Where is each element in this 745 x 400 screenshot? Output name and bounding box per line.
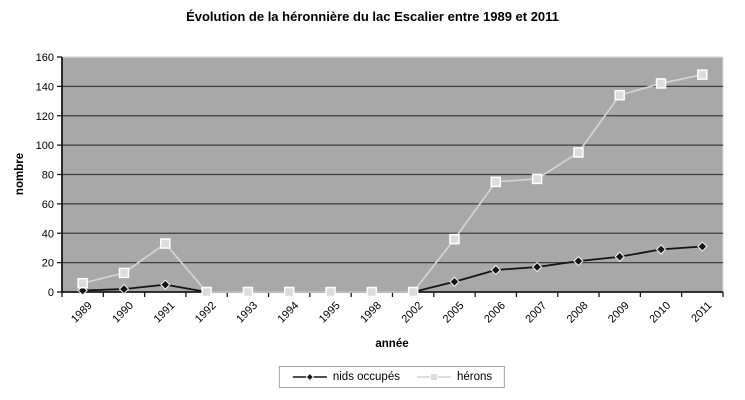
herons-point-1989 xyxy=(77,277,88,289)
y-tick-label-100: 100 xyxy=(36,140,54,152)
herons-point-2011 xyxy=(697,69,708,80)
x-tick-label-2002: 2002 xyxy=(399,300,425,326)
herons-point-2006 xyxy=(490,176,502,188)
y-tick-label-80: 80 xyxy=(42,170,54,182)
herons-point-1998 xyxy=(366,286,378,298)
legend-label-nids-occupes: nids occupés xyxy=(332,371,400,383)
x-tick-label-2005: 2005 xyxy=(441,300,467,326)
y-tick-label-0: 0 xyxy=(48,287,54,299)
herons-point-1994 xyxy=(283,286,295,298)
x-tick-label-2007: 2007 xyxy=(523,300,549,326)
nids-occupes-point-1991 xyxy=(160,279,171,290)
herons-point-1990 xyxy=(118,267,130,279)
herons-point-1991 xyxy=(160,238,171,249)
herons-point-2008 xyxy=(573,147,584,158)
chart-title: Évolution de la héronnière du lac Escali… xyxy=(186,9,559,24)
y-axis-title: nombre xyxy=(14,152,26,196)
x-tick-label-1998: 1998 xyxy=(358,300,384,326)
x-axis-title: année xyxy=(375,338,409,350)
nids-occupes-point-2005 xyxy=(449,276,460,287)
x-tick-label-1995: 1995 xyxy=(317,300,343,326)
legend: nids occupés hérons xyxy=(278,366,506,388)
x-tick-label-1990: 1990 xyxy=(110,300,136,326)
legend-item-herons: hérons xyxy=(416,371,492,383)
x-tick-label-1994: 1994 xyxy=(276,300,302,326)
nids-occupes-point-2008 xyxy=(573,255,584,267)
x-tick-label-1989: 1989 xyxy=(69,300,95,326)
y-tick-label-40: 40 xyxy=(42,228,54,240)
herons-point-2010 xyxy=(655,78,667,89)
nids-occupes-point-2010 xyxy=(655,244,667,255)
nids-occupes-point-1989 xyxy=(77,285,88,296)
herons-point-2002 xyxy=(407,286,419,298)
nids-occupes-point-2011 xyxy=(697,241,708,252)
herons-point-1993 xyxy=(242,286,254,298)
y-tick-label-120: 120 xyxy=(36,111,54,123)
nids-occupes-point-1990 xyxy=(118,283,130,295)
herons-point-2005 xyxy=(449,233,460,245)
x-tick-label-2011: 2011 xyxy=(689,300,714,325)
nids-occupes-point-2009 xyxy=(614,251,625,262)
plot-area: 0 20 40 60 80 100 120 140 160 1989 1990 1991 1992 199… xyxy=(36,52,724,326)
nids-occupes-point-2007 xyxy=(531,261,543,273)
legend-item-nids-occupes: nids occupés xyxy=(292,371,400,383)
x-tick-label-2008: 2008 xyxy=(565,300,591,326)
y-tick-label-60: 60 xyxy=(42,199,54,211)
nids-occupes-legend-sample xyxy=(292,372,327,382)
x-tick-label-2009: 2009 xyxy=(606,300,632,326)
herons-line xyxy=(82,73,703,293)
y-tick-label-20: 20 xyxy=(42,258,54,270)
herons-point-1992 xyxy=(201,286,212,298)
herons-point-1995 xyxy=(325,286,336,298)
y-tick-label-140: 140 xyxy=(36,81,54,93)
herons-legend-sample xyxy=(416,373,451,381)
x-tick-label-1993: 1993 xyxy=(234,300,260,326)
x-tick-label-1991: 1991 xyxy=(152,300,178,326)
legend-label-herons: hérons xyxy=(456,371,493,383)
x-tick-label-2010: 2010 xyxy=(647,300,673,326)
x-tick-label-2006: 2006 xyxy=(482,300,508,326)
y-tick-label-160: 160 xyxy=(36,52,54,64)
x-tick-label-1992: 1992 xyxy=(193,300,219,326)
herons-point-2007 xyxy=(531,173,543,185)
nids-occupes-point-2006 xyxy=(490,264,501,276)
herons-point-2009 xyxy=(614,89,625,101)
